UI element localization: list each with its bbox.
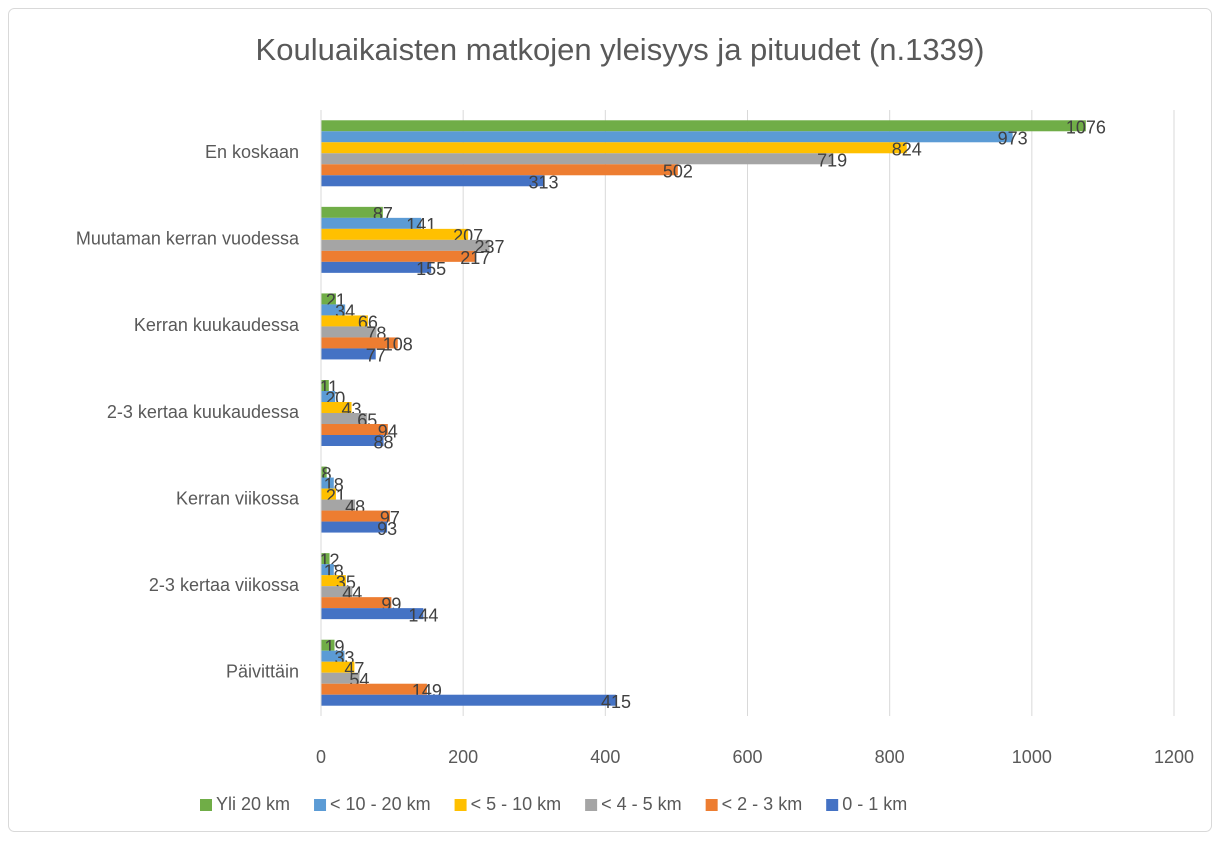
bar <box>321 553 330 565</box>
legend-swatch <box>705 799 718 811</box>
bar <box>321 521 388 533</box>
x-tick-label: 600 <box>732 747 762 767</box>
bar <box>321 293 336 305</box>
legend-swatch <box>200 799 212 811</box>
bar <box>321 694 616 706</box>
chart-border <box>8 8 1212 832</box>
bar <box>321 510 390 522</box>
data-label: 415 <box>601 692 631 712</box>
bar <box>321 120 1086 132</box>
y-tick-label: Päivittäin <box>226 661 299 681</box>
data-label: 217 <box>460 248 490 268</box>
bar <box>321 217 422 229</box>
bar <box>321 261 432 273</box>
bar <box>321 488 336 500</box>
bar <box>321 326 377 338</box>
bar <box>321 661 355 673</box>
data-label: 88 <box>374 432 394 452</box>
data-label: 1076 <box>1066 118 1106 138</box>
bar <box>321 650 345 662</box>
legend-label: 0 - 1 km <box>842 794 907 814</box>
data-label: 77 <box>366 346 386 366</box>
legend-label: < 4 - 5 km <box>601 794 682 814</box>
bar <box>321 466 327 478</box>
y-tick-label: En koskaan <box>205 142 299 162</box>
data-label: 155 <box>416 259 446 279</box>
x-tick-label: 1200 <box>1154 747 1194 767</box>
x-tick-label: 400 <box>590 747 620 767</box>
bar <box>321 250 476 262</box>
bar <box>321 175 544 187</box>
data-label: 313 <box>528 173 558 193</box>
data-label: 973 <box>998 129 1028 149</box>
legend-swatch <box>585 799 598 811</box>
bar <box>321 206 383 218</box>
legend-label: Yli 20 km <box>216 794 290 814</box>
bar <box>321 228 469 240</box>
data-label: 93 <box>377 519 397 539</box>
bar <box>321 239 490 251</box>
bar <box>321 435 384 446</box>
bar <box>321 597 392 609</box>
bar <box>321 424 388 435</box>
y-tick-label: 2-3 kertaa kuukaudessa <box>107 402 300 422</box>
bar <box>321 337 398 349</box>
chart-title: Kouluaikaisten matkojen yleisyys ja pitu… <box>256 32 985 67</box>
bar <box>321 499 356 511</box>
bar <box>321 564 334 576</box>
bar <box>321 575 346 587</box>
data-label: 502 <box>663 162 693 182</box>
bar <box>321 315 368 327</box>
bar <box>321 608 424 620</box>
bar <box>321 153 833 165</box>
x-tick-label: 200 <box>448 747 478 767</box>
data-label: 8 <box>322 464 332 484</box>
bar <box>321 413 368 424</box>
legend-label: < 10 - 20 km <box>330 794 431 814</box>
bar <box>321 131 1013 143</box>
data-label: 824 <box>892 140 922 160</box>
y-tick-label: Kerran viikossa <box>176 488 300 508</box>
bar <box>321 586 353 598</box>
y-tick-label: Kerran kuukaudessa <box>134 315 300 335</box>
bar <box>321 639 335 651</box>
x-tick-label: 1000 <box>1012 747 1052 767</box>
data-label: 108 <box>383 335 413 355</box>
legend-swatch <box>826 799 839 811</box>
bar <box>321 402 352 413</box>
legend-label: < 5 - 10 km <box>471 794 562 814</box>
data-label: 719 <box>817 151 847 171</box>
x-tick-label: 800 <box>875 747 905 767</box>
bar <box>321 304 346 316</box>
y-tick-label: 2-3 kertaa viikossa <box>149 575 300 595</box>
bar <box>321 683 427 695</box>
bar <box>321 164 678 176</box>
bar <box>321 380 329 391</box>
bar <box>321 348 376 360</box>
y-tick-label: Muutaman kerran vuodessa <box>76 229 300 249</box>
data-label: 144 <box>408 605 438 625</box>
x-tick-label: 0 <box>316 747 326 767</box>
bar <box>321 391 336 402</box>
bar <box>321 142 907 154</box>
bar <box>321 672 360 684</box>
legend-swatch <box>454 799 467 811</box>
bar <box>321 477 334 489</box>
data-label: 237 <box>474 237 504 257</box>
legend-swatch <box>314 799 327 811</box>
legend-label: < 2 - 3 km <box>722 794 803 814</box>
